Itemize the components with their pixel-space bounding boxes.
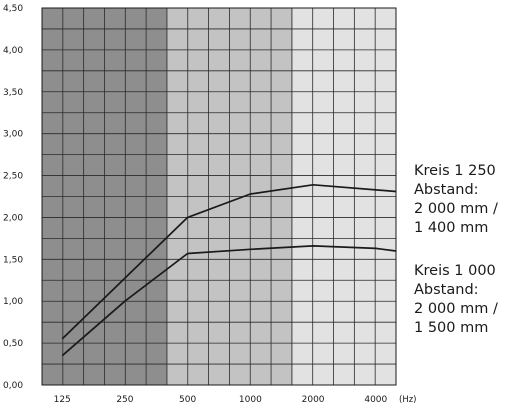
y-tick-label: 0,00 [3,381,23,391]
legend-2-line-2: Abstand: [414,282,479,298]
x-tick-label: 4000 [364,395,387,405]
x-tick-label: 2000 [302,395,325,405]
legend-entry-2: Kreis 1 000 Abstand: 2 000 mm / 1 500 mm [414,262,498,338]
legend-1-line-1: Kreis 1 250 [414,163,496,179]
series-line-2 [61,245,397,357]
grid [41,7,397,386]
x-tick-label: 250 [116,395,133,405]
x-tick-label: 500 [179,395,196,405]
y-tick-label: 4,50 [3,4,23,14]
series-line-1 [61,183,397,340]
legend-2-line-1: Kreis 1 000 [414,263,496,279]
y-tick-label: 3,50 [3,88,23,98]
plot-frame [41,7,397,386]
y-tick-label: 2,00 [3,213,23,223]
legend-2-line-3: 2 000 mm / [414,301,498,317]
x-axis-ticks: 125 250 500 1000 2000 4000 [54,395,388,405]
legend-2-line-4: 1 500 mm [414,320,489,336]
legend-1-line-3: 2 000 mm / [414,201,498,217]
y-axis-ticks: 0,00 0,50 1,00 1,50 2,00 2,50 3,00 3,50 4,00 4,50 [3,4,23,391]
legend-entry-1: Kreis 1 250 Abstand: 2 000 mm / 1 400 mm [414,162,498,238]
x-tick-label: 1000 [239,395,262,405]
x-tick-label: 125 [54,395,71,405]
legend-1-line-2: Abstand: [414,182,479,198]
y-tick-label: 0,50 [3,339,23,349]
y-tick-label: 1,50 [3,255,23,265]
y-tick-label: 4,00 [3,46,23,56]
legend-1-line-4: 1 400 mm [414,220,489,236]
series-lines [61,183,397,357]
y-tick-label: 1,00 [3,297,23,307]
x-axis-unit: (Hz) [399,395,417,405]
y-tick-label: 2,50 [3,172,23,182]
y-tick-label: 3,00 [3,130,23,140]
